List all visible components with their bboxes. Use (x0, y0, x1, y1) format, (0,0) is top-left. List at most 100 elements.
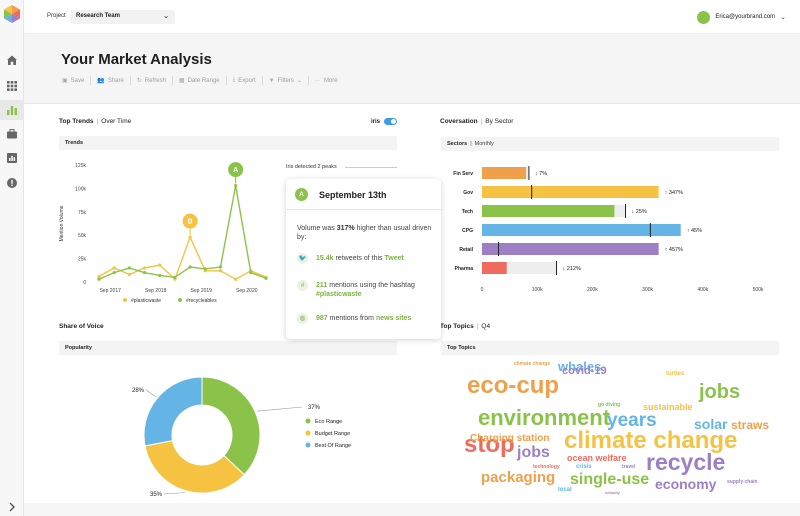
topic-word[interactable]: Charging station (470, 433, 550, 444)
topics-subbar: Top Topics (441, 341, 779, 355)
share-button[interactable]: 👥 Share (91, 76, 131, 85)
hashtag-link[interactable]: #plasticwaste (316, 291, 362, 298)
legend-swatch (123, 298, 127, 302)
topic-word[interactable]: years (607, 410, 657, 431)
filter-icon: ▼ (268, 77, 275, 84)
topic-word[interactable]: recycle (646, 449, 726, 475)
topic-word[interactable]: velocity (605, 490, 620, 495)
tweet-link[interactable]: Tweet (384, 255, 404, 262)
topic-word[interactable]: ocean welfare (567, 453, 627, 463)
conversation-panel-title: Coversation | By Sector (440, 118, 514, 125)
topic-word[interactable]: crisis (576, 464, 592, 470)
globe-icon: ◍ (297, 313, 308, 324)
user-email: Erica@yourbrand.com (715, 14, 776, 20)
slice-leader-line (163, 492, 186, 495)
export-icon: ⤓ (232, 77, 236, 83)
topic-word[interactable]: environment (478, 405, 611, 430)
report-icon (7, 153, 17, 163)
app-logo[interactable] (3, 4, 21, 24)
nav-apps[interactable] (0, 76, 24, 96)
topic-word[interactable]: stop (464, 431, 515, 458)
refresh-label: Refresh (144, 77, 166, 84)
iris-toggle[interactable]: iris (371, 118, 398, 125)
data-point (97, 277, 101, 281)
topic-word[interactable]: whales (558, 359, 602, 374)
peak-badge: A (295, 188, 308, 201)
retweet-text: retweets of this (333, 255, 385, 262)
home-icon (7, 55, 17, 65)
toggle-switch[interactable] (384, 118, 398, 125)
more-icon: ··· (314, 77, 321, 84)
date-range-label: Date Range (187, 77, 220, 84)
topic-word[interactable]: single-use (570, 471, 650, 488)
topic-word[interactable]: climate change (514, 361, 551, 367)
topic-word[interactable]: turtles (666, 371, 685, 377)
left-nav-rail (0, 0, 24, 516)
nav-alerts[interactable] (0, 173, 24, 193)
project-select-value: Research Team (76, 13, 120, 19)
topic-word[interactable]: technology (533, 464, 560, 470)
share-panel-title: Share of Voice (59, 323, 104, 330)
nav-home[interactable] (0, 50, 24, 70)
summary-text: Volume was (297, 225, 337, 232)
topic-word[interactable]: travel (622, 464, 636, 470)
export-button[interactable]: ⤓ Export (227, 76, 263, 85)
y-tick-label: 25k (78, 257, 87, 263)
project-label: Project (47, 13, 66, 19)
nav-briefcase[interactable] (0, 124, 24, 144)
iris-toggle-label: iris (371, 118, 381, 125)
topic-word[interactable]: jobs (517, 444, 550, 461)
topic-word[interactable]: packaging (481, 469, 556, 486)
topic-word[interactable]: go diving (598, 402, 621, 408)
nav-reports[interactable] (0, 148, 24, 168)
footer-strip (24, 503, 800, 516)
hashtag-icon: # (297, 280, 308, 291)
change-label: ↓ 7% (535, 171, 547, 177)
topic-word[interactable]: solar (694, 416, 728, 432)
topic-word[interactable]: economy (655, 476, 717, 492)
peak-marker (182, 213, 198, 229)
series-line-2 (98, 185, 267, 280)
top-bar: Project Research Team ⌄ Erica@yourbrand.… (24, 0, 800, 34)
legend-label: #recycleables (186, 298, 217, 304)
more-button[interactable]: ··· More (309, 76, 344, 85)
sectors-subbar: Sectors | Monthly (441, 137, 779, 151)
y-tick-label: 100k (75, 186, 86, 192)
project-select[interactable]: Research Team ⌄ (70, 10, 175, 24)
donut-slice (144, 440, 245, 494)
topic-word[interactable]: climate change (564, 427, 738, 454)
comparison-bar (614, 205, 626, 217)
x-tick-label: 200k (587, 287, 598, 293)
user-menu[interactable]: Erica@yourbrand.com ⌄ (697, 10, 786, 24)
news-link[interactable]: news sites (375, 315, 412, 322)
avatar (697, 10, 711, 24)
refresh-button[interactable]: ↻ Refresh (131, 76, 173, 85)
expand-rail-button[interactable] (0, 500, 24, 514)
data-point (173, 275, 177, 279)
topic-word[interactable]: straws (731, 418, 770, 432)
nav-analytics[interactable] (0, 100, 24, 120)
peak-tooltip: A September 13th Volume was 317% higher … (286, 179, 441, 339)
change-label: ↑ 45% (687, 228, 702, 234)
category-label: Fin Serv (453, 171, 473, 177)
peak-label: B (188, 219, 193, 226)
topic-word[interactable]: local (558, 487, 572, 493)
share-label: Share (107, 77, 124, 84)
topic-word[interactable]: sustainable (643, 402, 693, 412)
topic-word[interactable]: jobs (699, 381, 741, 403)
topic-word[interactable]: covid-19 (562, 365, 607, 377)
filters-button[interactable]: ▼ Filters ⌄ (263, 76, 309, 85)
topic-word[interactable]: eco-cup (467, 372, 560, 399)
date-range-button[interactable]: ▦ Date Range (173, 76, 227, 85)
trends-panel-title: Top Trends | Over Time (59, 118, 132, 125)
topic-word[interactable]: supply chain (727, 479, 758, 485)
chevron-down-icon: ⌄ (780, 14, 786, 21)
x-tick-label: Sep 2020 (236, 288, 258, 294)
save-button[interactable]: ▣ Save (62, 76, 92, 85)
legend-label: #plasticwaste (131, 298, 161, 304)
hashtag-text: mentions using the hashtag (327, 282, 415, 289)
category-label: Gov (463, 190, 473, 196)
legend-swatch (305, 430, 311, 436)
donut-slice (143, 376, 203, 447)
y-tick-label: 0 (83, 280, 86, 286)
